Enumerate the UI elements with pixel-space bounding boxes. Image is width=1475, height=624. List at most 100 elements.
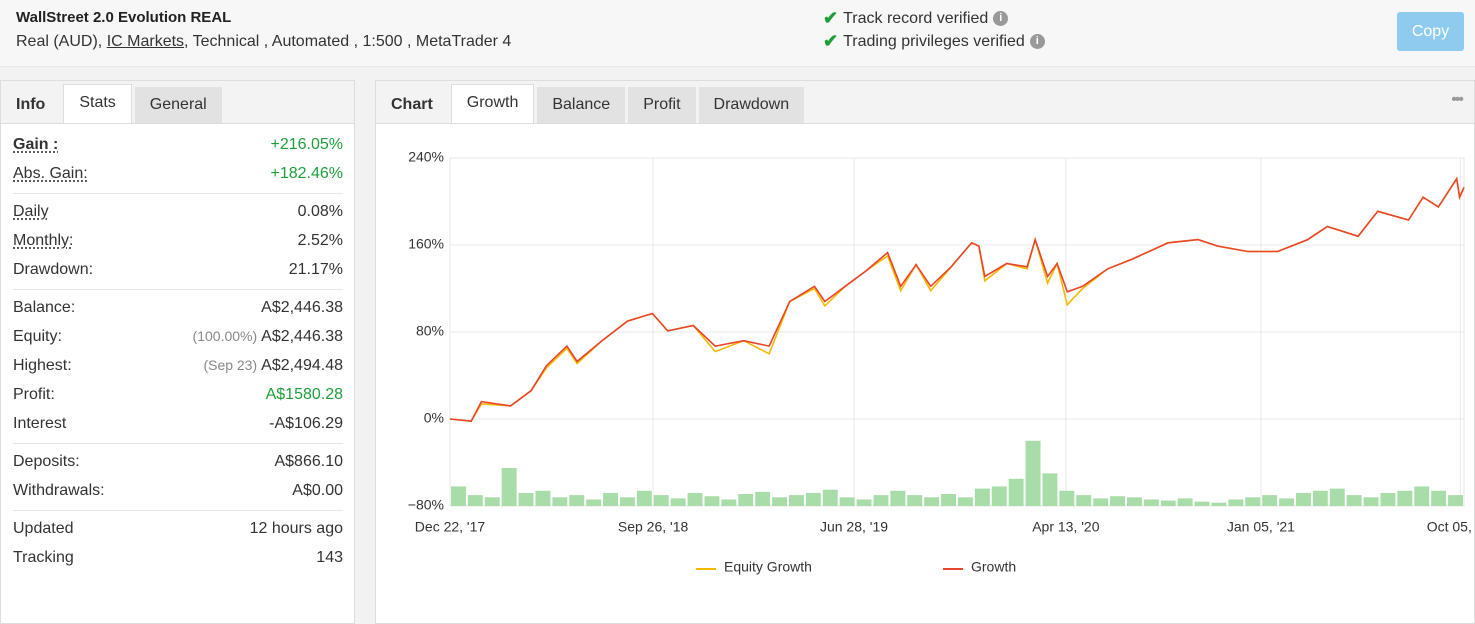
stat-label: Balance: [13,298,76,316]
verified-item: ✔ Track record verified i [823,8,1009,29]
stats-row: Profit: A$1580.28 [13,380,343,409]
activity-bar [1414,486,1430,506]
activity-bar [1211,502,1227,506]
activity-bar [1194,501,1210,506]
activity-bar [958,497,973,506]
activity-bar [924,497,940,506]
activity-bar [636,490,652,506]
stat-value-wrap: +182.46% [270,165,343,183]
stat-value: -A$106.29 [269,414,343,432]
activity-bar [789,495,804,506]
activity-bar [772,497,787,506]
subtitle: Real (AUD), IC Markets, Technical , Auto… [16,33,511,51]
activity-bar [721,499,737,506]
tab-bar: Info Stats General [1,81,354,124]
stat-label: Gain : [13,135,59,153]
activity-bar [687,492,703,506]
broker-link[interactable]: IC Markets [106,33,185,50]
chart-panel: Chart Growth Balance Profit Drawdown ••• −80… [375,80,1475,624]
tab[interactable]: General [134,87,222,123]
activity-bar [501,467,517,506]
info-icon[interactable]: i [993,11,1009,26]
stat-value-wrap: A$866.10 [274,453,343,471]
stat-label: Withdrawals: [13,481,105,499]
stat-label: Interest [13,414,67,432]
activity-bar [1245,497,1261,506]
activity-bar [1312,490,1328,506]
verified-item: ✔ Trading privileges verified i [823,31,1045,52]
stat-value: A$1580.28 [265,385,343,403]
stat-value: A$2,446.38 [261,298,343,316]
tab[interactable]: Balance [537,87,626,123]
x-tick-label: Jan 05, '21 [1227,519,1295,535]
stat-label: Monthly: [13,231,74,249]
stats-row: Gain : +216.05% [13,130,343,159]
stats-group: Updated 12 hours ago Tracking 143 [13,511,343,577]
tab-bar: Chart Growth Balance Profit Drawdown [376,81,1474,124]
tab: Info [16,96,46,113]
stat-label: Deposits: [13,452,80,470]
stat-label: Daily [13,202,49,220]
activity-bar [1160,500,1176,506]
activity-bar [1346,495,1362,506]
stat-label: Profit: [13,385,55,403]
activity-bar [1042,473,1058,506]
activity-bar [1110,496,1125,506]
stat-label: Highest: [13,356,72,374]
activity-bar [974,488,990,506]
activity-bar [1397,490,1413,506]
tab[interactable]: Stats [63,84,132,123]
chart: −80% 0% 80% 160% 240% Dec 22, '17 Sep 26, '18 J… [408,149,1474,575]
activity-bar [822,489,838,506]
tab[interactable]: Growth [450,84,535,123]
stat-value: A$866.10 [274,452,343,470]
stat-value-wrap: 143 [316,549,343,567]
activity-bar [670,498,686,506]
activity-bar [1363,497,1379,506]
stat-value-wrap: 0.08% [298,203,343,221]
stat-value: +216.05% [270,135,343,153]
copy-button[interactable]: Copy [1397,12,1464,51]
verified-text: Trading privileges verified [843,32,1025,50]
tab[interactable]: Profit [628,87,696,123]
stat-value-wrap: (100.00%) A$2,446.38 [193,328,343,346]
activity-bar [1076,495,1092,506]
stats-group: Gain : +216.05% Abs. Gain: +182.46% [13,127,343,194]
activity-bar [805,492,821,506]
stats-row: Withdrawals: A$0.00 [13,476,343,505]
y-tick-label: 160% [408,236,444,252]
stat-note: (100.00%) [192,327,258,344]
menu-button[interactable]: ••• [1451,91,1464,108]
stat-label: Equity: [13,327,62,345]
stats-row: Highest: (Sep 23) A$2,494.48 [13,351,343,380]
legend-label: Equity Growth [724,559,812,575]
stats-group: Deposits: A$866.10 Withdrawals: A$0.00 [13,444,343,511]
stats-row: Daily 0.08% [13,197,343,226]
x-tick-label: Sep 26, '18 [618,519,689,535]
activity-bar [1008,478,1024,506]
stat-note: (Sep 23) [203,356,258,373]
activity-bar [941,494,956,506]
stat-value-wrap: 2.52% [298,232,343,250]
activity-bar [1127,497,1142,506]
activity-bar [1228,499,1244,506]
stat-label: Tracking [13,548,74,566]
activity-bar [738,494,754,506]
stat-value: A$2,494.48 [261,356,343,374]
activity-bar [1279,498,1294,506]
stats-group: Balance: A$2,446.38 Equity: (100.00%) A$2,44… [13,290,343,444]
tab[interactable]: Drawdown [698,87,805,123]
stats-row: Interest -A$106.29 [13,409,343,438]
activity-bar [1296,492,1311,506]
activity-bar [569,495,585,506]
stat-value-wrap: A$2,446.38 [261,299,343,317]
stat-value: 21.17% [288,260,343,278]
account: Real (AUD), [16,33,103,50]
stats-list: Gain : +216.05% Abs. Gain: +182.46% Daily 0.0… [13,127,343,577]
info-icon[interactable]: i [1029,34,1045,49]
activity-bar [518,492,534,506]
activity-bar [755,491,771,506]
stats-panel: Info Stats General Gain : +216.05% Abs. Gain… [0,80,355,624]
stat-value: A$0.00 [292,481,343,499]
activity-bar [1059,490,1075,506]
